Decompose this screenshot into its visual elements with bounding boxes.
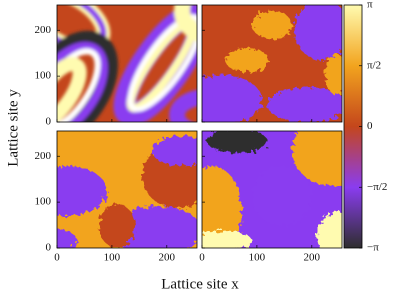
phase-band: [169, 89, 197, 122]
phase-band: [127, 14, 197, 112]
domain-pattern: [57, 136, 197, 248]
domain-pattern: [202, 131, 342, 248]
heatmap-panel: [57, 131, 197, 248]
phase-domain: [112, 206, 197, 248]
phase-domain: [57, 229, 77, 248]
colorbar-tick-label: π/2: [367, 59, 381, 71]
y-tick-label: 200: [35, 150, 52, 162]
panel-frame: [56, 130, 198, 249]
phase-domain: [202, 75, 262, 122]
phase-domain: [267, 87, 342, 122]
panel-frame: [201, 4, 343, 123]
phase-domain: [252, 166, 312, 226]
heatmap-panel: [202, 5, 342, 122]
phase-domain: [252, 11, 292, 39]
phase-domain: [225, 48, 269, 72]
y-tick-label: 0: [46, 116, 52, 128]
y-tick-label: 0: [46, 242, 52, 254]
phase-domain: [202, 231, 252, 248]
x-tick-label: 200: [159, 252, 176, 264]
heatmap-panel: [57, 5, 197, 122]
phase-domain: [292, 131, 342, 186]
x-tick-label: 0: [199, 252, 205, 264]
colorbar-tick-label: 0: [367, 120, 373, 132]
y-tick-label: 200: [35, 24, 52, 36]
panel-frame: [56, 4, 198, 123]
colorbar-tick-label: −π: [367, 242, 379, 254]
x-axis-label: Lattice site x: [161, 276, 239, 292]
phase-domain: [317, 211, 342, 248]
heatmap-panel: [202, 131, 342, 248]
vortex-pattern: [57, 5, 197, 122]
phase-band: [57, 57, 87, 122]
domain-pattern: [202, 5, 342, 122]
panel-frame: [201, 130, 343, 249]
phase-band: [57, 48, 101, 122]
phase-domain: [294, 5, 342, 60]
x-tick-label: 200: [304, 252, 321, 264]
x-tick-label: 100: [249, 252, 266, 264]
x-tick-label: 0: [54, 252, 60, 264]
phase-domain: [207, 131, 267, 153]
phase-domain: [99, 204, 135, 248]
y-axis-label: Lattice site y: [5, 89, 21, 167]
y-tick-label: 100: [35, 196, 52, 208]
y-tick-label: 100: [35, 70, 52, 82]
x-tick-label: 100: [104, 252, 121, 264]
phase-domain: [325, 55, 342, 95]
colorbar-tick-label: −π/2: [367, 181, 387, 193]
colorbar-tick-label: π: [367, 0, 373, 11]
phase-band: [174, 5, 197, 42]
phase-domain: [57, 166, 107, 216]
phase-domain: [152, 136, 197, 166]
phase-domain: [202, 166, 242, 248]
phase-band: [57, 42, 108, 122]
